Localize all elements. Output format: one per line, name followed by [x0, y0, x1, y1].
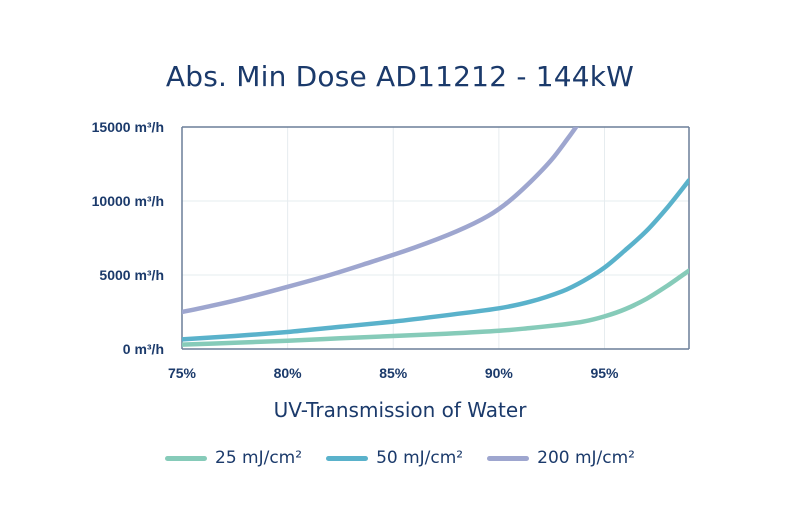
legend: 25 mJ/cm² 50 mJ/cm² 200 mJ/cm²	[0, 448, 800, 468]
x-tick-label: 95%	[590, 365, 619, 381]
y-tick-labels: 0 m³/h 5000 m³/h 10000 m³/h 15000 m³/h	[92, 119, 164, 357]
legend-swatch	[165, 455, 207, 461]
series-layer	[182, 127, 689, 347]
y-tick-label: 5000 m³/h	[99, 267, 164, 283]
legend-item: 50 mJ/cm²	[326, 448, 463, 468]
x-tick-label: 85%	[379, 365, 408, 381]
legend-item: 25 mJ/cm²	[165, 448, 302, 468]
series-line-3	[182, 127, 579, 315]
series-line-2	[182, 178, 689, 342]
x-tick-label: 80%	[274, 365, 303, 381]
legend-swatch	[487, 455, 530, 461]
x-tick-label: 75%	[168, 365, 197, 381]
y-tick-label: 0 m³/h	[123, 341, 164, 357]
y-tick-label: 15000 m³/h	[92, 119, 164, 135]
legend-label: 50 mJ/cm²	[376, 448, 464, 468]
legend-label: 25 mJ/cm²	[215, 448, 303, 468]
legend-swatch	[326, 455, 369, 461]
x-tick-label: 90%	[485, 365, 514, 381]
legend-item: 200 mJ/cm²	[487, 448, 635, 468]
legend-label: 200 mJ/cm²	[537, 448, 635, 468]
y-tick-label: 10000 m³/h	[92, 193, 164, 209]
x-axis-label: UV-Transmission of Water	[273, 398, 527, 422]
x-tick-labels: 75% 80% 85% 90% 95%	[168, 365, 619, 381]
chart-title: Abs. Min Dose AD11212 - 144kW	[165, 60, 635, 93]
series-line-1	[182, 268, 689, 347]
